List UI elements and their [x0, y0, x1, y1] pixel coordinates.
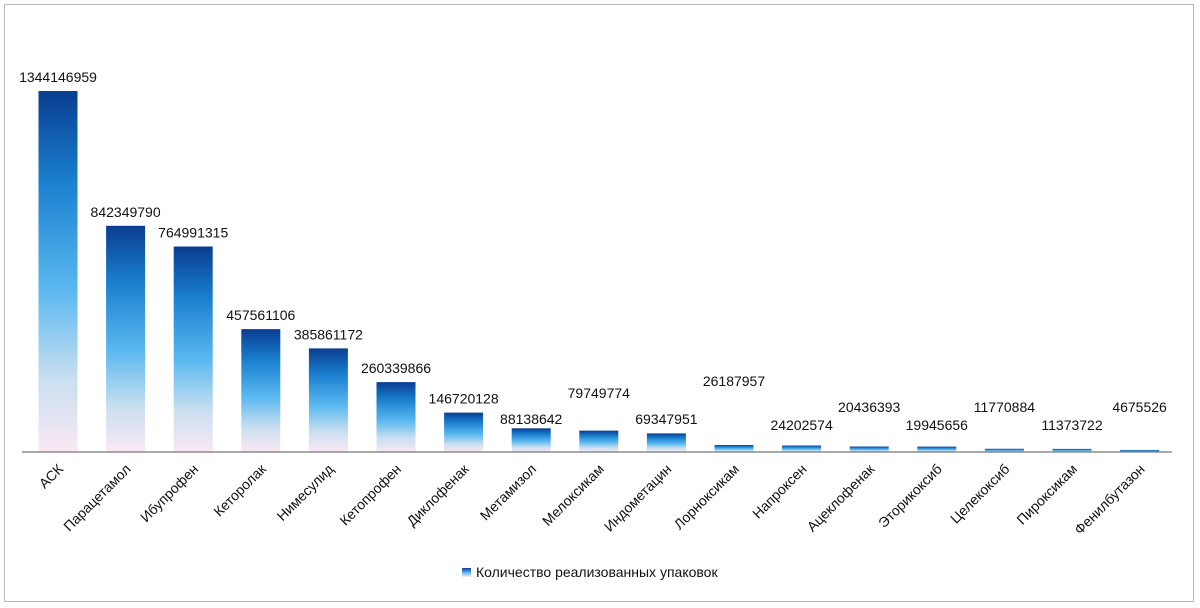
- legend-label: Количество реализованных упаковок: [476, 564, 718, 580]
- value-label-6: 260339866: [361, 360, 431, 376]
- value-label-8: 88138642: [500, 411, 563, 427]
- category-label-2: Парацетамол: [60, 461, 133, 534]
- bar-13: [849, 446, 889, 452]
- bar-1: [38, 91, 78, 452]
- category-label-3: Ибупрофен: [137, 461, 201, 525]
- value-label-15: 11770884: [974, 399, 1035, 415]
- value-label-17: 4675526: [1112, 399, 1167, 415]
- bar-12: [782, 445, 822, 452]
- bar-16: [1052, 448, 1092, 452]
- bar-5: [308, 348, 348, 452]
- category-label-7: Диклофенак: [403, 460, 472, 529]
- category-label-10: Индометацин: [601, 461, 675, 535]
- value-label-12: 24202574: [770, 417, 833, 433]
- value-label-2: 842349790: [91, 204, 161, 220]
- category-label-13: Ацеклофенак: [804, 460, 878, 534]
- bar-11: [714, 445, 754, 452]
- category-label-6: Кетопрофен: [336, 461, 404, 529]
- value-label-7: 146720128: [429, 391, 499, 407]
- category-label-15: Целекоксиб: [947, 461, 1013, 527]
- bar-3: [173, 246, 213, 452]
- category-label-5: Нимесулид: [273, 461, 336, 524]
- category-label-1: АСК: [36, 460, 67, 491]
- bar-9: [579, 430, 619, 452]
- value-label-5: 385861172: [294, 326, 363, 342]
- category-label-12: Напроксен: [749, 461, 810, 522]
- category-label-4: Кеторолак: [210, 460, 269, 519]
- bar-2: [106, 225, 146, 452]
- value-label-13: 20436393: [838, 399, 901, 415]
- value-label-1: 1344146959: [19, 69, 97, 85]
- bar-7: [444, 412, 484, 452]
- category-label-16: Пироксикам: [1013, 461, 1080, 528]
- category-label-14: Эторикоксиб: [875, 461, 945, 531]
- bars-group: [38, 91, 1160, 452]
- category-label-9: Мелоксикам: [539, 461, 607, 529]
- value-label-14: 19945656: [906, 417, 969, 433]
- bar-17: [1120, 450, 1160, 452]
- value-label-16: 11373722: [1041, 417, 1102, 433]
- category-label-11: Лорноксикам: [671, 461, 743, 533]
- category-label-8: Метамизол: [477, 461, 540, 524]
- value-label-10: 69347951: [635, 411, 698, 427]
- bar-10: [646, 433, 686, 452]
- bar-6: [376, 382, 416, 452]
- bar-14: [917, 446, 957, 452]
- value-label-11: 26187957: [703, 373, 766, 389]
- value-label-4: 457561106: [226, 307, 295, 323]
- legend: Количество реализованных упаковок: [462, 564, 718, 580]
- value-labels-group: 1344146959 842349790 764991315 457561106 385…: [19, 69, 1167, 433]
- value-label-9: 79749774: [568, 385, 631, 401]
- category-label-17: Фенилбутазон: [1071, 461, 1148, 538]
- legend-swatch: [462, 568, 471, 577]
- bar-8: [511, 428, 551, 452]
- bar-4: [241, 329, 281, 452]
- value-label-3: 764991315: [158, 225, 228, 241]
- bar-15: [984, 448, 1024, 452]
